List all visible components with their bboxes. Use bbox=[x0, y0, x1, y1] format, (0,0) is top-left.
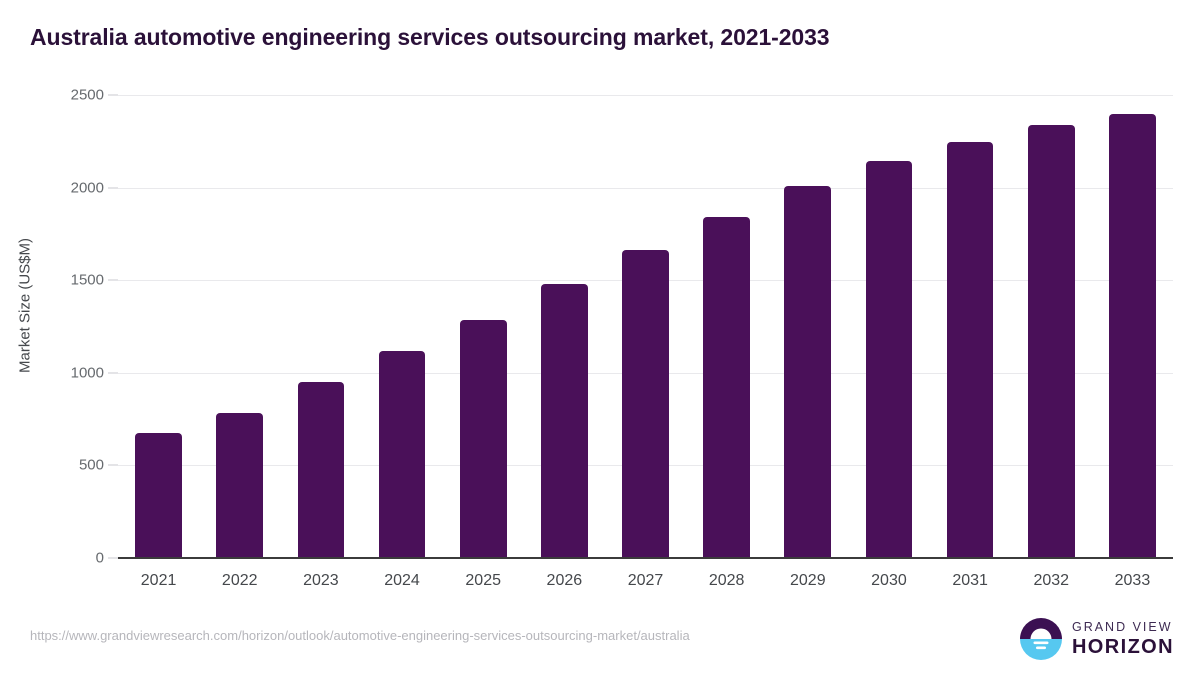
x-axis-tick-label: 2030 bbox=[871, 572, 907, 589]
bar-2024[interactable] bbox=[378, 351, 426, 558]
y-axis-tick-mark bbox=[108, 557, 118, 559]
x-axis-tick-label: 2027 bbox=[627, 572, 664, 589]
y-axis-tick-label: 1000 bbox=[70, 364, 104, 382]
y-axis-tick-label: 2000 bbox=[70, 179, 104, 197]
y-axis-tick-mark bbox=[108, 279, 118, 281]
x-axis-tick-label: 2033 bbox=[1114, 572, 1151, 589]
y-axis-tick-mark bbox=[108, 94, 118, 96]
bar-2030[interactable] bbox=[865, 160, 913, 558]
y-axis-tick-label: 2500 bbox=[70, 86, 104, 104]
bar-2025[interactable] bbox=[459, 319, 507, 558]
x-axis-tick-label: 2025 bbox=[465, 572, 501, 589]
bar-2021[interactable] bbox=[135, 432, 182, 558]
x-axis-tick-label: 2026 bbox=[546, 572, 583, 589]
page-title: Australia automotive engineering service… bbox=[30, 24, 830, 50]
gridline bbox=[118, 95, 1173, 96]
bar-2023[interactable] bbox=[297, 382, 345, 558]
logo-line-grand-view: GRAND VIEW bbox=[1071, 619, 1173, 634]
logo-line-horizon: HORIZON bbox=[1071, 636, 1174, 659]
logo-text: GRAND VIEW HORIZON bbox=[1072, 621, 1174, 658]
y-axis-tick-label: 1500 bbox=[70, 271, 104, 289]
x-axis-tick-label: 2028 bbox=[708, 572, 745, 589]
x-axis-tick-label: 2024 bbox=[384, 572, 420, 589]
plot-area bbox=[118, 95, 1173, 558]
horizon-logo-icon bbox=[1019, 618, 1062, 660]
bar-2028[interactable] bbox=[703, 217, 750, 558]
bar-2032[interactable] bbox=[1027, 125, 1075, 558]
bar-2029[interactable] bbox=[784, 186, 832, 558]
x-axis-tick-label: 2022 bbox=[221, 572, 258, 589]
bar-2031[interactable] bbox=[946, 142, 994, 558]
source-url[interactable]: https://www.grandviewresearch.com/horizo… bbox=[30, 628, 690, 643]
y-axis-tick-mark bbox=[108, 464, 118, 466]
bar-2022[interactable] bbox=[216, 413, 264, 558]
bar-2026[interactable] bbox=[541, 283, 588, 558]
x-axis-tick-label: 2023 bbox=[303, 572, 339, 589]
bar-2033[interactable] bbox=[1109, 114, 1156, 558]
y-axis-tick-label: 0 bbox=[95, 549, 104, 567]
x-axis-line bbox=[118, 557, 1173, 559]
bar-2027[interactable] bbox=[622, 249, 669, 558]
x-axis-tick-label: 2031 bbox=[952, 572, 988, 589]
x-axis-tick-label: 2021 bbox=[140, 572, 177, 589]
x-axis-tick-label: 2029 bbox=[790, 572, 826, 589]
gridline bbox=[118, 187, 1173, 189]
y-axis-tick-mark bbox=[108, 372, 118, 374]
x-axis-tick-label: 2032 bbox=[1033, 572, 1070, 589]
y-axis-tick-mark bbox=[108, 187, 118, 189]
y-axis-tick-label: 500 bbox=[78, 456, 104, 474]
brand-logo[interactable]: GRAND VIEW HORIZON bbox=[1019, 617, 1174, 661]
y-axis-ticks: 0 500 1000 1500 2000 2500 bbox=[0, 0, 104, 675]
